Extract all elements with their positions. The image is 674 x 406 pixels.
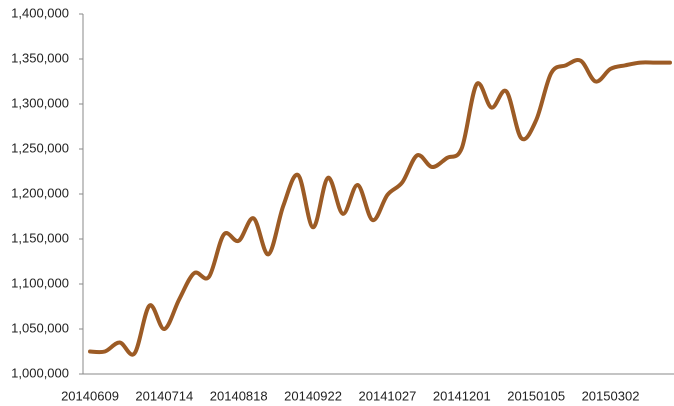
x-tick-label: 20150105: [507, 388, 565, 403]
x-tick-label: 20140714: [135, 388, 193, 403]
x-tick-label: 20141027: [359, 388, 417, 403]
y-tick-label: 1,300,000: [11, 95, 69, 110]
x-tick-label: 20140922: [284, 388, 342, 403]
y-tick-label: 1,250,000: [11, 140, 69, 155]
x-tick-label: 20150302: [582, 388, 640, 403]
y-tick-label: 1,100,000: [11, 275, 69, 290]
y-tick-label: 1,050,000: [11, 320, 69, 335]
line-series: [88, 58, 672, 357]
x-tick-label: 20140818: [210, 388, 268, 403]
y-tick-label: 1,350,000: [11, 50, 69, 65]
y-tick-label: 1,000,000: [11, 365, 69, 380]
y-tick-label: 1,400,000: [11, 5, 69, 20]
x-tick-label: 20141201: [433, 388, 491, 403]
y-tick-label: 1,150,000: [11, 230, 69, 245]
y-tick-label: 1,200,000: [11, 185, 69, 200]
x-tick-label: 20140609: [61, 388, 119, 403]
